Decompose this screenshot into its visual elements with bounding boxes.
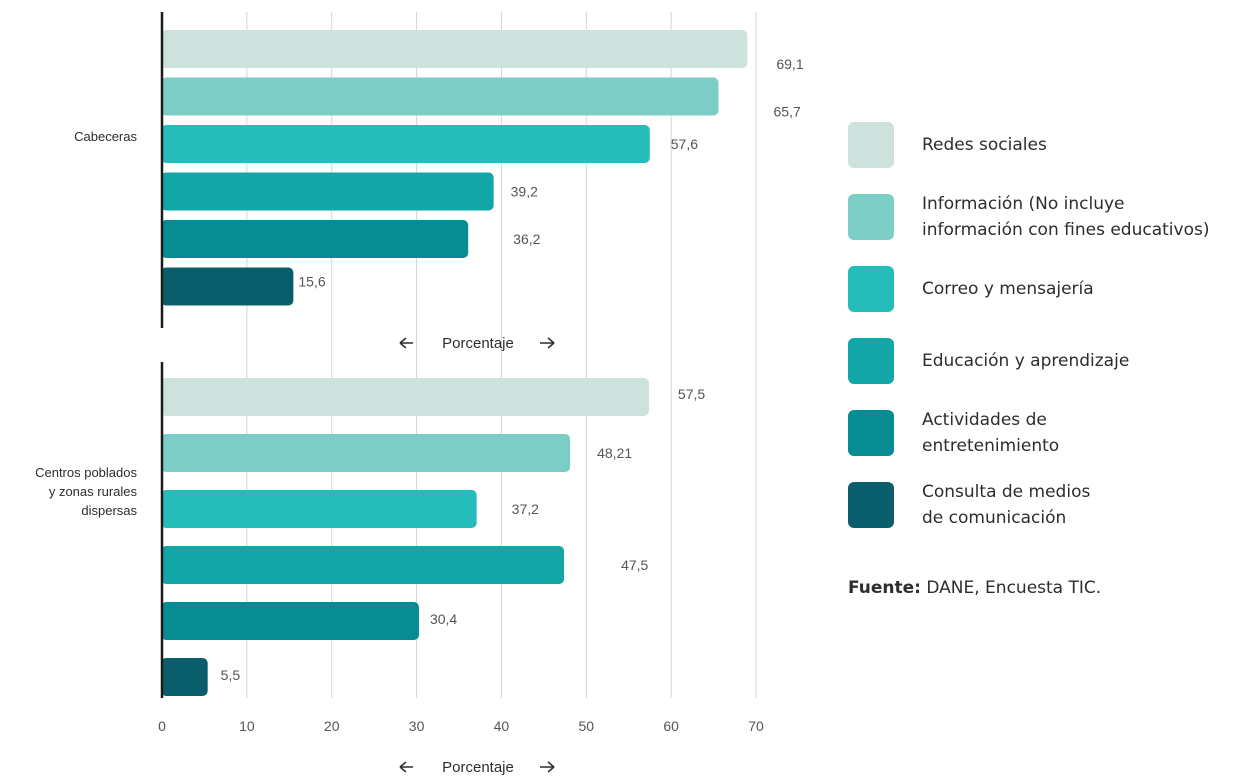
legend-label: Información (No incluye información con f… xyxy=(922,194,1210,240)
x-tick-label: 50 xyxy=(578,718,594,734)
value-label: 57,6 xyxy=(671,136,698,152)
legend-label: Actividades de entretenimiento xyxy=(922,410,1060,456)
legend-swatch xyxy=(848,194,894,240)
x-tick-label: 40 xyxy=(494,718,510,734)
arrow-right-icon xyxy=(540,761,555,773)
value-label: 15,6 xyxy=(298,274,325,290)
legend-item: Información (No incluye información con f… xyxy=(848,190,1234,262)
x-axis-title: Porcentaje xyxy=(442,335,514,352)
category-label: y zonas rurales xyxy=(49,484,138,499)
category-labels: Cabeceras Centros poblados y zonas rurales… xyxy=(35,129,137,518)
bar xyxy=(161,77,719,116)
legend-label: Educación y aprendizaje xyxy=(922,351,1130,371)
value-label: 36,2 xyxy=(513,231,540,247)
x-tick-label: 70 xyxy=(748,718,764,734)
value-label: 30,4 xyxy=(430,611,457,627)
value-label: 39,2 xyxy=(511,184,538,200)
x-axis-title: Porcentaje xyxy=(442,759,514,776)
legend-label: Redes sociales xyxy=(922,135,1047,155)
arrow-left-icon xyxy=(399,761,413,773)
legend-item: Redes sociales xyxy=(848,118,1234,190)
value-label: 47,5 xyxy=(621,557,648,573)
bar xyxy=(161,658,208,696)
bar xyxy=(161,378,649,416)
source-label: Fuente: xyxy=(848,578,921,598)
legend-item: Actividades de entretenimiento xyxy=(848,406,1234,478)
x-tick-label: 20 xyxy=(324,718,340,734)
bar xyxy=(161,172,494,211)
value-label: 48,21 xyxy=(597,445,632,461)
legend-label: Consulta de medios de comunicación xyxy=(922,482,1091,528)
value-labels: 69,1 65,7 57,6 39,2 36,2 15,6 57,5 48,21 37,2 47,… xyxy=(221,56,804,683)
arrow-left-icon xyxy=(399,337,413,349)
bar xyxy=(161,125,650,163)
bar xyxy=(161,434,571,472)
x-tick-label: 60 xyxy=(663,718,679,734)
bar xyxy=(161,490,477,528)
value-label: 37,2 xyxy=(512,501,539,517)
category-label: Cabeceras xyxy=(74,129,137,144)
legend-item: Correo y mensajería xyxy=(848,262,1234,334)
value-label: 69,1 xyxy=(776,56,803,72)
legend-swatch xyxy=(848,266,894,312)
legend-swatch xyxy=(848,482,894,528)
legend-item: Consulta de medios de comunicación xyxy=(848,478,1234,550)
bar xyxy=(161,267,294,306)
x-tick-label: 10 xyxy=(239,718,255,734)
legend-item: Educación y aprendizaje xyxy=(848,334,1234,406)
arrow-right-icon xyxy=(540,337,555,349)
legend: Redes sociales Información (No incluye inf… xyxy=(848,118,1234,550)
bar xyxy=(161,602,419,640)
legend-swatch xyxy=(848,338,894,384)
value-label: 5,5 xyxy=(221,667,241,683)
axis-titles: Porcentaje Porcentaje xyxy=(399,335,555,776)
bar xyxy=(161,30,748,68)
value-label: 57,5 xyxy=(678,386,705,402)
legend-swatch xyxy=(848,410,894,456)
value-label: 65,7 xyxy=(774,104,801,120)
legend-swatch xyxy=(848,122,894,168)
source-text: DANE, Encuesta TIC. xyxy=(920,578,1102,598)
legend-label: Correo y mensajería xyxy=(922,279,1094,299)
category-label: dispersas xyxy=(81,503,137,518)
x-tick-label: 30 xyxy=(409,718,425,734)
bar xyxy=(161,220,469,258)
x-tick-label: 0 xyxy=(158,718,166,734)
category-label: Centros poblados xyxy=(35,465,137,480)
bars-group xyxy=(161,30,748,696)
bar xyxy=(161,546,565,584)
source-note: Fuente: DANE, Encuesta TIC. xyxy=(848,578,1101,598)
x-tick-labels: 0 10 20 30 40 50 60 70 xyxy=(158,718,764,734)
